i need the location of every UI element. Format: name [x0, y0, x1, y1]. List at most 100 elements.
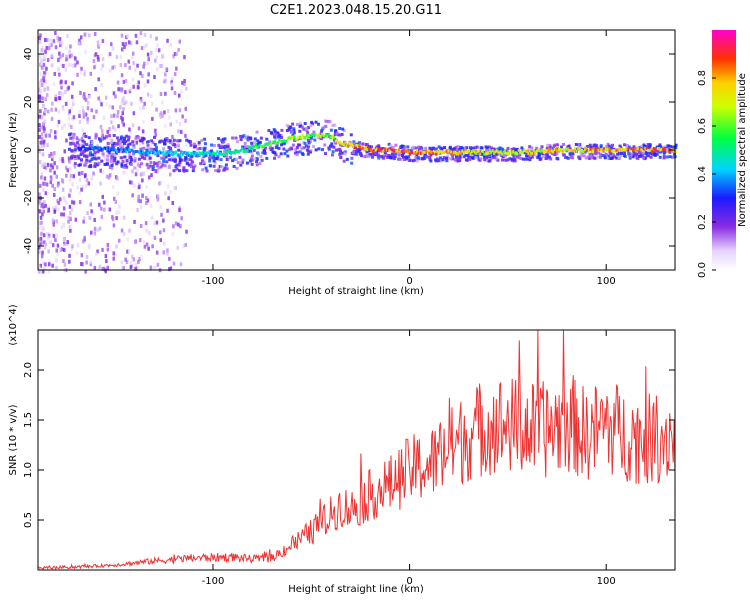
spectrogram-cell: [135, 140, 138, 145]
spectrogram-cell: [142, 64, 145, 69]
spectrogram-cell: [162, 157, 166, 161]
spectrogram-cell: [120, 101, 124, 106]
spectrogram-cell: [428, 157, 432, 161]
spectrogram-cell: [140, 254, 143, 259]
spectrogram-cell: [139, 238, 142, 243]
spectrogram-cell: [631, 155, 635, 159]
spectrogram-cell: [394, 143, 398, 147]
spectrogram-cell: [122, 164, 126, 169]
spectrogram-cell: [66, 168, 69, 173]
spectrogram-cell: [475, 153, 479, 157]
spectrogram-ridge-cell: [492, 152, 495, 156]
spectrogram-cell: [350, 156, 354, 160]
spectrogram-ridge-cell: [254, 143, 257, 147]
spectrogram-cell: [367, 154, 371, 158]
spectrogram-cell: [184, 106, 187, 111]
spectrogram-cell: [71, 138, 75, 143]
spectrogram-ridge-cell: [323, 135, 326, 139]
spectrogram-cell: [220, 144, 223, 148]
spectrogram-ridge-cell: [640, 148, 643, 152]
spectrogram-cell: [40, 45, 44, 50]
spectrogram-ridge-cell: [645, 146, 648, 150]
spectrogram-cell: [120, 228, 124, 233]
spectrogram-cell: [620, 151, 623, 155]
spectrogram-cell: [419, 149, 423, 153]
spectrogram-cell: [236, 161, 240, 165]
spectrogram-ridge-cell: [420, 151, 422, 155]
spectrogram-ridge-cell: [314, 133, 316, 137]
spectrogram-cell: [98, 148, 102, 152]
spectrogram-ridge-cell: [600, 148, 603, 152]
spectrogram-cell: [90, 141, 94, 144]
spectrogram-cell: [352, 151, 355, 155]
spectrogram-cell: [653, 152, 656, 156]
spectrogram-cell: [515, 147, 519, 151]
spectrogram-cell: [212, 159, 216, 163]
spectrogram-cell: [122, 96, 126, 100]
spectrogram-cell: [212, 164, 216, 168]
spectrogram-cell: [177, 144, 181, 148]
spectrogram-cell: [70, 53, 73, 58]
spectrogram-cell: [101, 267, 104, 271]
spectrogram-cell: [603, 156, 607, 160]
spectrogram-ridge-cell: [216, 150, 219, 154]
spectrogram-cell: [116, 110, 120, 114]
spectrogram-cell: [108, 165, 112, 170]
spectrogram-cell: [184, 142, 188, 147]
spectrogram-ridge-cell: [432, 151, 435, 155]
spectrogram-cell: [147, 166, 151, 170]
spectrogram-cell: [520, 146, 524, 150]
spectrogram-cell: [98, 264, 102, 269]
spectrogram-ridge-cell: [579, 149, 582, 153]
spectrogram-cell: [79, 70, 83, 75]
spectrogram-cell: [304, 144, 308, 148]
spectrogram-cell: [173, 90, 177, 95]
spectrogram-cell: [41, 96, 44, 101]
spectrogram-cell: [111, 217, 115, 222]
spectrogram-cell: [172, 54, 175, 59]
spectrogram-cell: [41, 152, 45, 157]
spectrogram-cell: [279, 136, 283, 139]
spectrogram-cell: [48, 133, 51, 138]
spectrogram-cell: [258, 162, 262, 165]
spectrogram-ridge-cell: [576, 147, 579, 151]
spectrogram-cell: [321, 148, 324, 152]
spectrogram-cell: [173, 52, 177, 56]
spectrogram-ridge-cell: [282, 139, 285, 143]
spectrogram-cell: [144, 221, 148, 226]
spectrogram-ridge-cell: [308, 134, 311, 137]
spectrogram-cell: [71, 182, 74, 187]
spectrogram-ridge-cell: [326, 134, 329, 138]
spectrogram-cell: [141, 171, 145, 176]
spectrogram-cell: [136, 208, 139, 212]
spectrogram-cell: [93, 154, 97, 157]
spectrogram-cell: [113, 196, 116, 201]
spectrogram-cell: [307, 141, 311, 145]
spectrogram-cell: [138, 106, 142, 111]
spectrogram-cell: [62, 212, 66, 217]
spectrogram-cell: [64, 165, 68, 170]
spectrogram-ridge-cell: [495, 149, 498, 153]
spectrogram-cell: [153, 162, 157, 166]
spectrogram-cell: [96, 150, 100, 154]
spectrogram-cell: [671, 155, 674, 159]
spectrogram-cell: [161, 54, 164, 58]
spectrogram-cell: [169, 172, 172, 177]
spectrogram-cell: [357, 150, 361, 154]
spectrogram-cell: [126, 237, 130, 242]
spectrogram-ridge-cell: [121, 150, 124, 154]
spectrogram-cell: [88, 144, 92, 148]
spectrogram-cell: [174, 158, 177, 162]
spectrogram-cell: [81, 139, 85, 143]
spectrogram-ridge-cell: [176, 153, 179, 157]
spectrogram-cell: [69, 136, 73, 140]
spectrogram-cell: [358, 142, 362, 146]
spectrogram-cell: [130, 180, 134, 185]
spectrogram-cell: [162, 147, 166, 151]
spectrogram-cell: [133, 157, 137, 161]
spectrogram-cell: [48, 259, 51, 264]
spectrogram-ridge-cell: [418, 150, 421, 154]
spectrogram-cell: [69, 188, 72, 193]
spectrogram-cell: [666, 144, 670, 148]
spectrogram-cell: [88, 151, 92, 155]
